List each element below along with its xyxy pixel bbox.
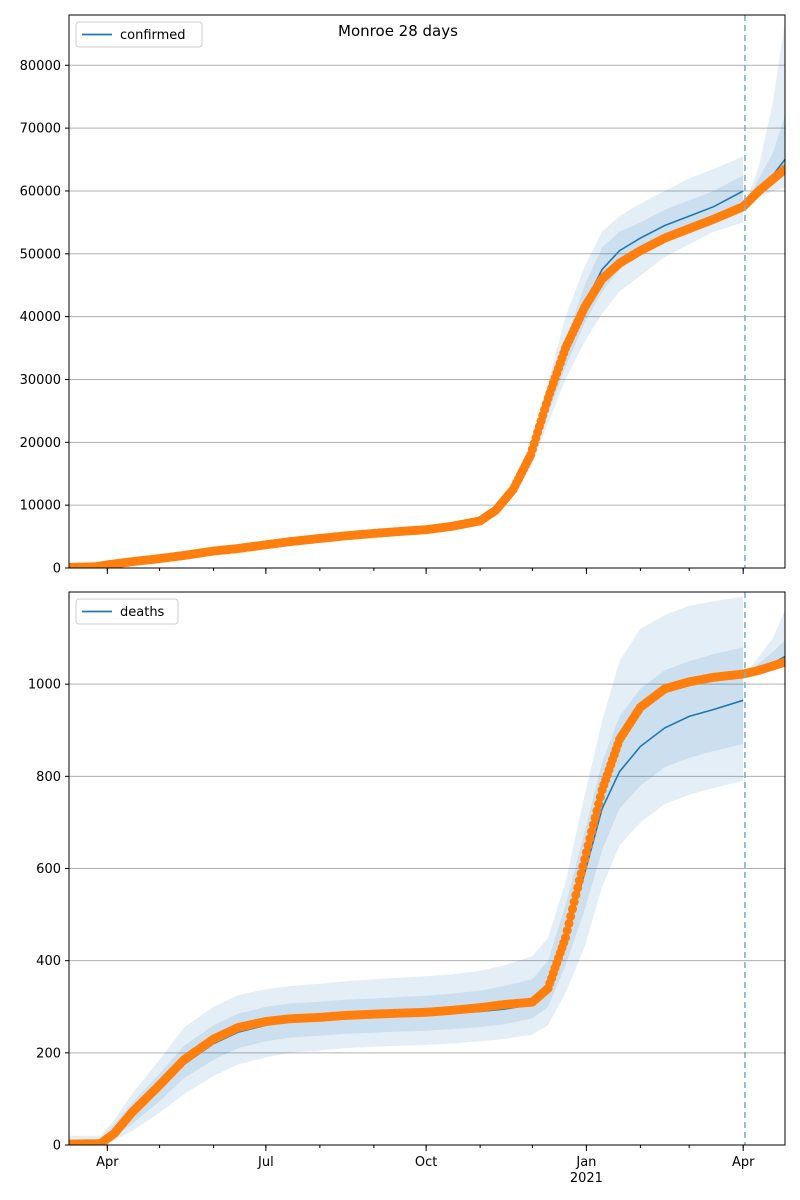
top-ytick-label-8: 80000 xyxy=(20,59,61,74)
bottom-observed-point xyxy=(585,834,595,843)
bottom-ytick-label-3: 600 xyxy=(36,862,61,877)
top-observed-points xyxy=(69,164,785,568)
bottom-observed-point xyxy=(587,827,597,837)
bottom-observed-point xyxy=(578,861,588,871)
top-ytick-label-0: 0 xyxy=(53,562,61,577)
bottom-observed-point xyxy=(581,847,591,857)
bottom-observed-point xyxy=(590,813,600,823)
bottom-ytick-label-4: 800 xyxy=(36,770,61,785)
bottom-ytick-label-0: 0 xyxy=(53,1139,61,1154)
xtick-label-2: Oct xyxy=(415,1155,437,1170)
top-ytick-label-5: 50000 xyxy=(20,247,61,262)
xtick-label-4: Apr xyxy=(732,1155,755,1170)
bottom-observed-point xyxy=(566,911,576,921)
bottom-observed-point xyxy=(580,854,590,864)
bottom-ytick-label-2: 400 xyxy=(36,954,61,969)
bottom-ci-band-0 xyxy=(69,596,744,1145)
bottom-observed-point xyxy=(568,904,577,914)
bottom-ytick-label-5: 1000 xyxy=(28,678,61,693)
bottom-observed-point xyxy=(592,806,602,816)
bottom-observed-point xyxy=(573,883,583,893)
bottom-observed-point xyxy=(562,926,572,935)
top-ytick-label-6: 60000 xyxy=(20,184,61,199)
bottom-observed-point xyxy=(588,820,598,830)
bottom-legend-box xyxy=(75,598,179,625)
bottom-observed-point xyxy=(574,876,584,886)
top-ytick-label-1: 10000 xyxy=(20,499,61,514)
bottom-observed-point xyxy=(561,933,570,943)
top-legend-box xyxy=(75,21,203,48)
top-plot-frame xyxy=(68,14,786,569)
top-ci-band-0 xyxy=(513,156,744,496)
top-ytick-label-7: 70000 xyxy=(20,122,61,137)
top-ytick-label-2: 20000 xyxy=(20,436,61,451)
bottom-observed-points xyxy=(69,657,785,1145)
bottom-observed-point xyxy=(569,897,579,907)
top-ci-band-1 xyxy=(513,175,744,493)
figure-title: Monroe 28 days xyxy=(338,22,458,40)
bottom-observed-point xyxy=(571,890,581,900)
top-observed-point xyxy=(780,164,785,174)
xtick-label-3: Jan xyxy=(575,1155,596,1170)
bottom-observed-point xyxy=(564,918,574,928)
top-ci-band-2 xyxy=(744,21,785,207)
top-legend-label: confirmed xyxy=(120,28,186,43)
xtick-label-0: Apr xyxy=(96,1155,119,1170)
bottom-observed-point xyxy=(583,841,593,850)
bottom-ytick-label-1: 200 xyxy=(36,1046,61,1061)
top-ytick-label-4: 40000 xyxy=(20,310,61,325)
xtick-label-1: Jul xyxy=(257,1155,274,1170)
xtick-year-label: 2021 xyxy=(570,1171,603,1186)
bottom-ci-band-2 xyxy=(744,610,785,675)
bottom-observed-point xyxy=(576,869,586,878)
top-ytick-label-3: 30000 xyxy=(20,373,61,388)
bottom-ci-band-1 xyxy=(69,647,744,1145)
bottom-observed-point xyxy=(780,657,785,667)
bottom-observed-point xyxy=(594,799,604,809)
bottom-observed-point xyxy=(595,792,605,802)
bottom-legend-label: deaths xyxy=(120,605,165,620)
